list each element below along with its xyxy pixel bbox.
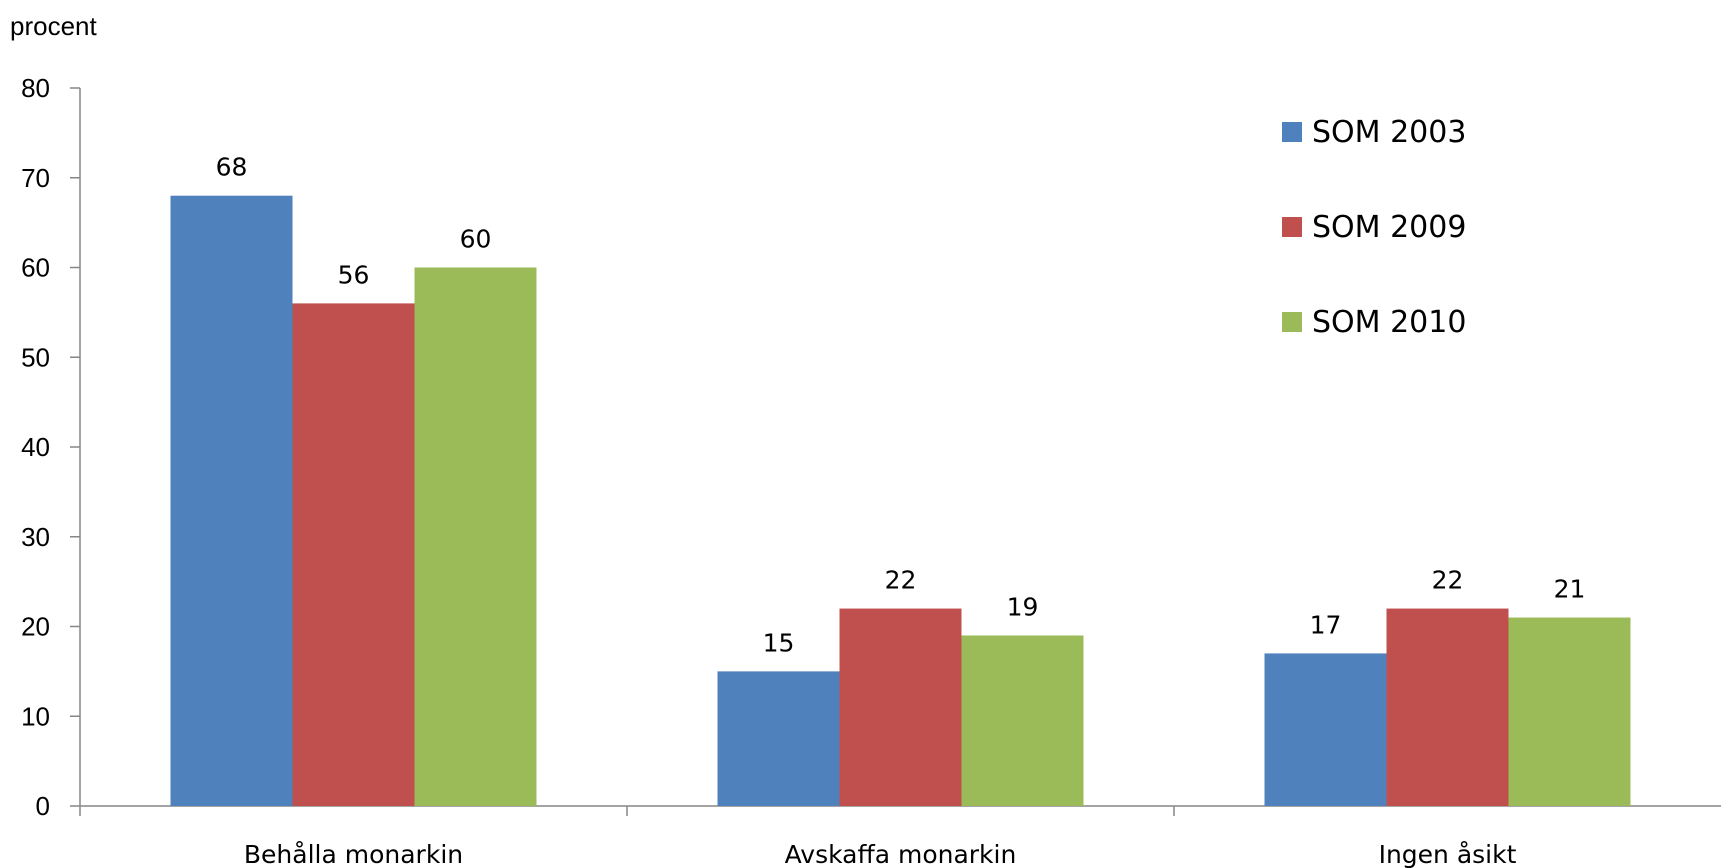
data-label: 22 — [885, 566, 917, 595]
data-labels: 68 56 60 15 22 19 17 22 21 — [216, 153, 1586, 658]
y-tick-label: 60 — [21, 253, 50, 283]
data-label: 15 — [763, 628, 795, 657]
bars — [170, 195, 1631, 806]
bar — [170, 195, 293, 806]
data-label: 60 — [460, 225, 492, 254]
axes: 0 10 20 30 40 50 60 70 80 Behålla monarkin Avskaff… — [21, 73, 1721, 868]
bar — [839, 608, 962, 806]
legend-label: SOM 2010 — [1312, 305, 1466, 340]
y-tick-label: 40 — [21, 432, 50, 462]
legend-swatch — [1282, 217, 1302, 237]
legend-label: SOM 2003 — [1312, 115, 1466, 150]
data-label: 56 — [338, 260, 370, 289]
bar — [292, 303, 415, 806]
bar — [414, 267, 537, 806]
y-tick-label: 80 — [21, 73, 50, 103]
y-tick-label: 70 — [21, 163, 50, 193]
x-tick-label: Behålla monarkin — [244, 840, 463, 868]
bar — [1264, 653, 1387, 806]
y-tick-label: 10 — [21, 701, 50, 731]
y-tick-label: 50 — [21, 342, 50, 372]
y-tick-label: 20 — [21, 612, 50, 642]
data-label: 21 — [1554, 575, 1586, 604]
data-label: 19 — [1007, 592, 1039, 621]
bar — [717, 671, 840, 806]
legend-swatch — [1282, 312, 1302, 332]
x-tick-label: Ingen åsikt — [1379, 840, 1517, 868]
data-label: 17 — [1310, 610, 1342, 639]
y-tick-label: 30 — [21, 522, 50, 552]
y-tick-label: 0 — [36, 791, 50, 821]
bar — [1386, 608, 1509, 806]
y-axis-label: procent — [10, 11, 97, 41]
legend-swatch — [1282, 122, 1302, 142]
legend: SOM 2003 SOM 2009 SOM 2010 — [1282, 115, 1466, 340]
data-label: 68 — [216, 153, 248, 182]
legend-label: SOM 2009 — [1312, 210, 1466, 245]
bar — [961, 635, 1084, 806]
x-tick-label: Avskaffa monarkin — [785, 840, 1017, 868]
bar — [1508, 617, 1631, 806]
data-label: 22 — [1432, 566, 1464, 595]
